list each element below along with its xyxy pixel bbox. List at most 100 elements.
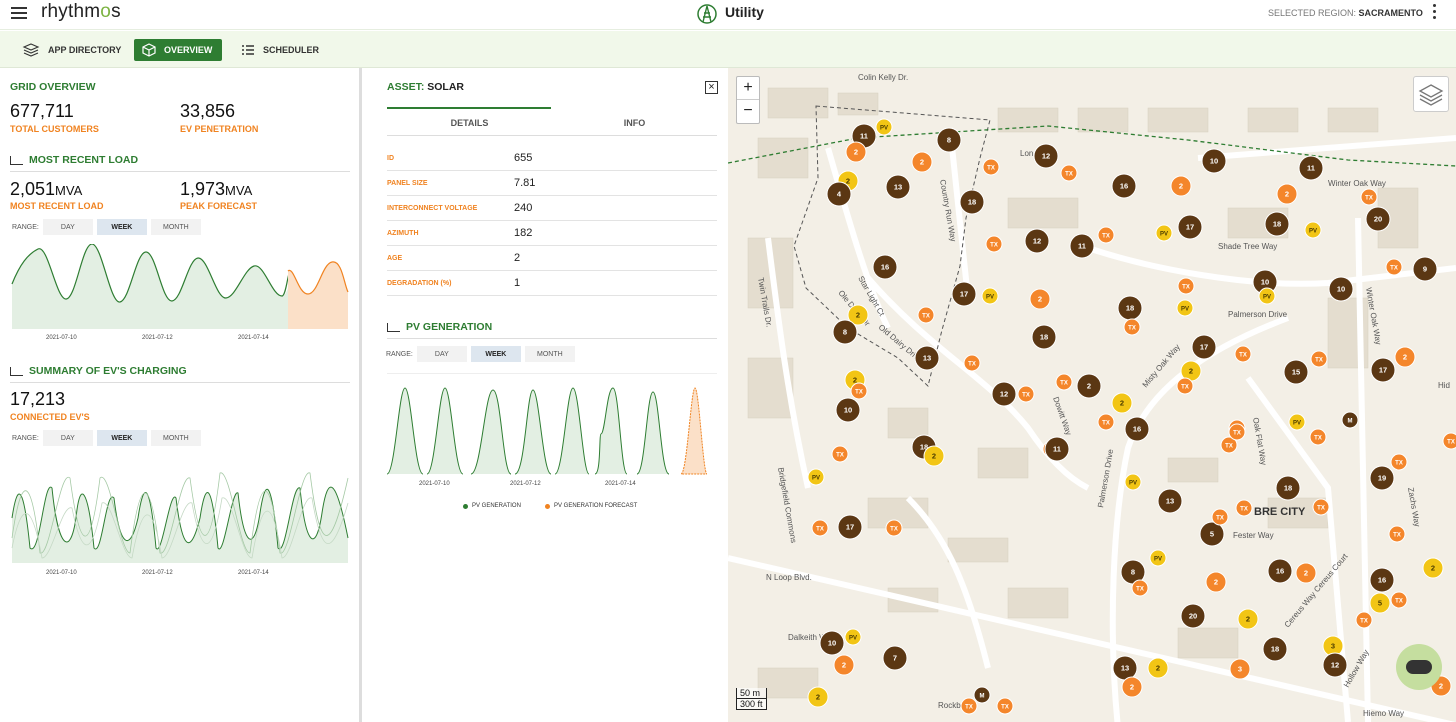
- range-month-button[interactable]: MONTH: [150, 430, 201, 446]
- map-marker[interactable]: TX: [1390, 591, 1408, 609]
- map-marker[interactable]: TX: [811, 519, 829, 537]
- map-marker[interactable]: 15: [1283, 359, 1309, 385]
- layers-button[interactable]: [1413, 76, 1449, 112]
- map-marker[interactable]: TX: [1360, 188, 1378, 206]
- map-marker[interactable]: PV: [981, 287, 999, 305]
- menu-icon[interactable]: [11, 7, 27, 21]
- map-marker[interactable]: TX: [1312, 498, 1330, 516]
- map-marker[interactable]: TX: [1123, 318, 1141, 336]
- map-marker[interactable]: 18: [1117, 295, 1143, 321]
- map-marker[interactable]: 4: [826, 181, 852, 207]
- map-marker[interactable]: TX: [1228, 423, 1246, 441]
- map-marker[interactable]: TX: [1060, 164, 1078, 182]
- map-marker[interactable]: 17: [837, 514, 863, 540]
- map-marker[interactable]: TX: [1131, 579, 1149, 597]
- map-marker[interactable]: 13: [1157, 488, 1183, 514]
- map-marker[interactable]: 17: [951, 281, 977, 307]
- map-marker[interactable]: 17: [1370, 357, 1396, 383]
- map-marker[interactable]: 2: [847, 304, 869, 326]
- selected-region[interactable]: SELECTED REGION: SACRAMENTO: [1268, 8, 1423, 18]
- map-marker[interactable]: PV: [1176, 299, 1194, 317]
- map-marker[interactable]: TX: [963, 354, 981, 372]
- map-marker[interactable]: 2: [1147, 657, 1169, 679]
- zoom-out-button[interactable]: −: [743, 102, 753, 119]
- map-marker[interactable]: TX: [1309, 428, 1327, 446]
- map-marker[interactable]: 2: [923, 445, 945, 467]
- map-marker[interactable]: 2: [1170, 175, 1192, 197]
- map-marker[interactable]: TX: [985, 235, 1003, 253]
- map-marker[interactable]: TX: [1355, 611, 1373, 629]
- map-marker[interactable]: 2: [1205, 571, 1227, 593]
- overview-button[interactable]: OVERVIEW: [134, 39, 222, 61]
- close-button[interactable]: ×: [705, 81, 718, 94]
- map-marker[interactable]: TX: [982, 158, 1000, 176]
- map-marker[interactable]: 13: [914, 345, 940, 371]
- map-marker[interactable]: 16: [1369, 567, 1395, 593]
- map-marker[interactable]: 8: [936, 127, 962, 153]
- map-marker[interactable]: 3: [1229, 658, 1251, 680]
- map-marker[interactable]: TX: [1055, 373, 1073, 391]
- map-marker[interactable]: 18: [1275, 475, 1301, 501]
- chat-button[interactable]: [1396, 644, 1442, 690]
- map-marker[interactable]: TX: [885, 519, 903, 537]
- map-marker[interactable]: 18: [1031, 324, 1057, 350]
- map-marker[interactable]: 16: [872, 254, 898, 280]
- map-marker[interactable]: 2: [845, 141, 867, 163]
- tab-info[interactable]: INFO: [623, 118, 646, 128]
- map-marker[interactable]: TX: [850, 382, 868, 400]
- map-marker[interactable]: TX: [1220, 436, 1238, 454]
- map-marker[interactable]: TX: [1310, 350, 1328, 368]
- zoom-in-button[interactable]: +: [737, 77, 759, 100]
- map-marker[interactable]: 12: [1322, 652, 1348, 678]
- map-marker[interactable]: TX: [1234, 345, 1252, 363]
- map-marker[interactable]: 11: [1044, 436, 1070, 462]
- map-marker[interactable]: 10: [835, 397, 861, 423]
- map-marker[interactable]: 2: [1121, 676, 1143, 698]
- map-marker[interactable]: 2: [807, 686, 829, 708]
- map-marker[interactable]: 9: [1412, 256, 1438, 282]
- map-marker[interactable]: 18: [1262, 636, 1288, 662]
- map-marker[interactable]: 12: [991, 381, 1017, 407]
- range-week-button[interactable]: WEEK: [470, 346, 521, 362]
- range-day-button[interactable]: DAY: [416, 346, 467, 362]
- map-marker[interactable]: PV: [1258, 287, 1276, 305]
- map-marker[interactable]: 20: [1180, 603, 1206, 629]
- map-marker[interactable]: TX: [996, 697, 1014, 715]
- map-marker[interactable]: 18: [959, 189, 985, 215]
- map-marker[interactable]: 2: [1029, 288, 1051, 310]
- map-marker[interactable]: TX: [1390, 453, 1408, 471]
- map-marker[interactable]: TX: [1211, 508, 1229, 526]
- map-marker[interactable]: TX: [1385, 258, 1403, 276]
- range-month-button[interactable]: MONTH: [524, 346, 575, 362]
- tab-details[interactable]: DETAILS: [450, 118, 489, 128]
- map-marker[interactable]: PV: [1124, 473, 1142, 491]
- map-marker[interactable]: TX: [1097, 413, 1115, 431]
- map-marker[interactable]: 2: [833, 654, 855, 676]
- range-day-button[interactable]: DAY: [42, 219, 93, 235]
- map-marker[interactable]: PV: [1304, 221, 1322, 239]
- map-marker[interactable]: TX: [1177, 277, 1195, 295]
- map-marker[interactable]: 7: [882, 645, 908, 671]
- map-marker[interactable]: 10: [819, 630, 845, 656]
- map-marker[interactable]: M: [973, 686, 991, 704]
- map-marker[interactable]: M: [1341, 411, 1359, 429]
- map-marker[interactable]: PV: [844, 628, 862, 646]
- map-marker[interactable]: 2: [1076, 373, 1102, 399]
- range-week-button[interactable]: WEEK: [96, 219, 147, 235]
- map-marker[interactable]: 16: [1267, 558, 1293, 584]
- map-marker[interactable]: PV: [1149, 549, 1167, 567]
- map-marker[interactable]: 16: [1124, 416, 1150, 442]
- map-marker[interactable]: TX: [1017, 385, 1035, 403]
- map-marker[interactable]: 2: [911, 151, 933, 173]
- map-marker[interactable]: 13: [885, 174, 911, 200]
- map-marker[interactable]: 5: [1369, 592, 1391, 614]
- map-marker[interactable]: 11: [1298, 155, 1324, 181]
- map-marker[interactable]: 20: [1365, 206, 1391, 232]
- map-marker[interactable]: 2: [1237, 608, 1259, 630]
- map-marker[interactable]: TX: [831, 445, 849, 463]
- map-marker[interactable]: 16: [1111, 173, 1137, 199]
- map-marker[interactable]: PV: [875, 118, 893, 136]
- map-marker[interactable]: 13: [1112, 655, 1138, 681]
- map-marker[interactable]: TX: [960, 697, 978, 715]
- map-marker[interactable]: 8: [832, 319, 858, 345]
